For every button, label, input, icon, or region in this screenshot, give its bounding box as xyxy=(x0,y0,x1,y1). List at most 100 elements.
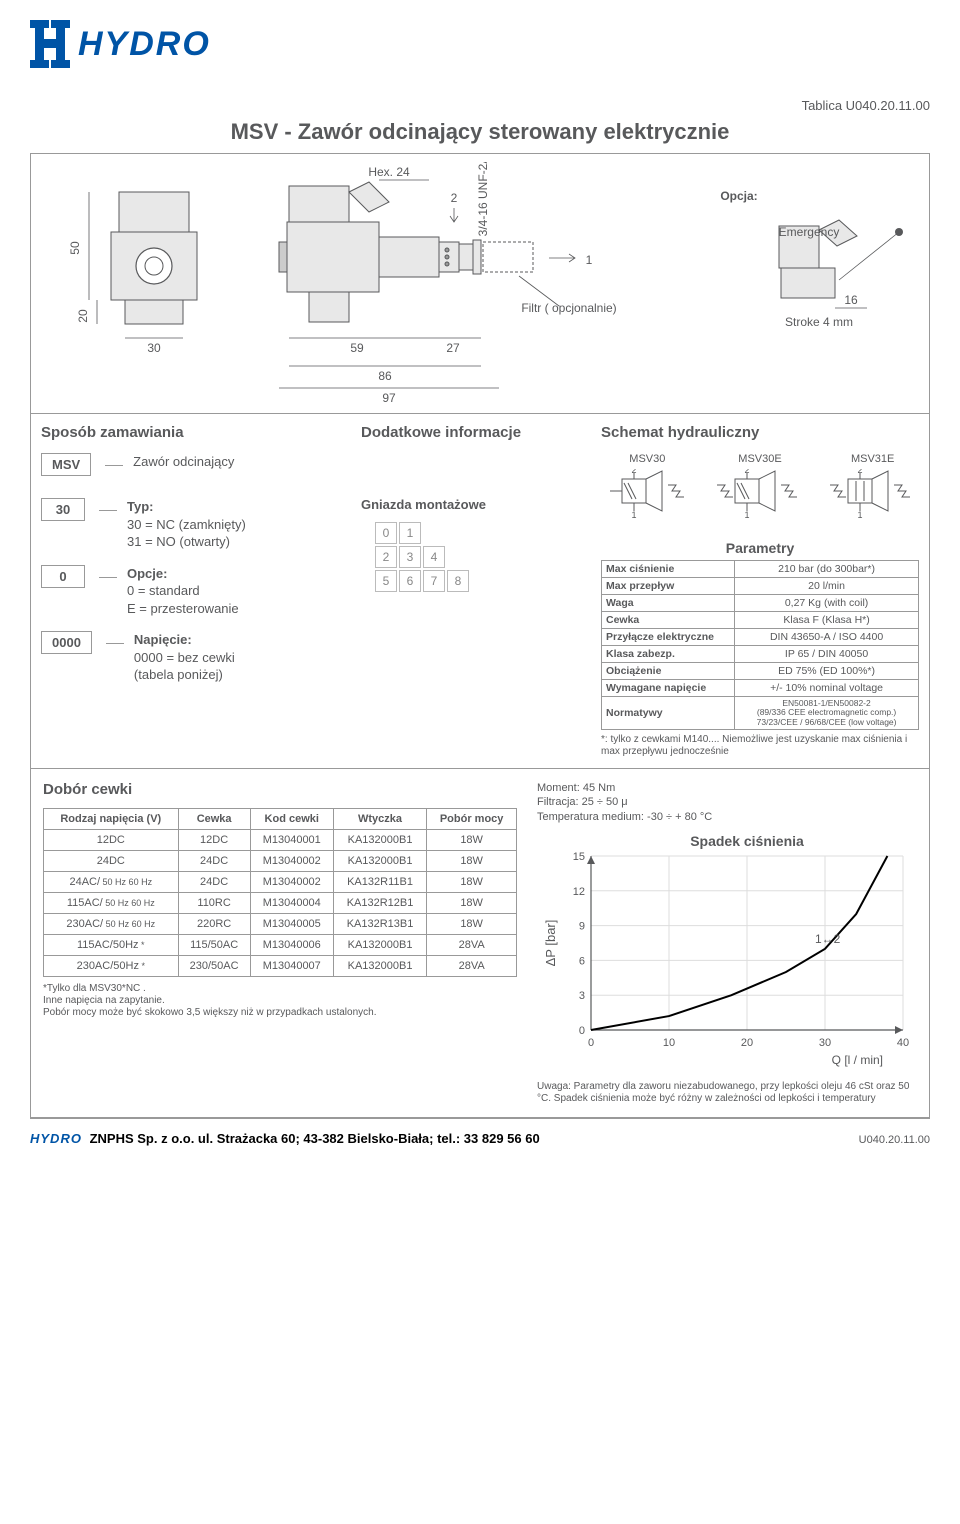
param-val: 210 bar (do 300bar*) xyxy=(735,561,919,578)
coil-cell: 115/50AC xyxy=(178,935,250,956)
meta2: Filtracja: 25 ÷ 50 μ xyxy=(537,795,917,809)
filtr-label: Filtr ( opcjonalnie) xyxy=(521,301,616,315)
coil-cell: KA132R11B1 xyxy=(333,872,426,893)
dim-97: 97 xyxy=(382,391,396,405)
param-key: Klasa zabezp. xyxy=(602,646,735,663)
svg-text:20: 20 xyxy=(741,1037,753,1049)
coil-cell: 230AC/ 50 Hz 60 Hz xyxy=(44,914,179,935)
coil-cell: 18W xyxy=(427,851,517,872)
svg-text:10: 10 xyxy=(663,1037,675,1049)
coil-cell: 28VA xyxy=(427,956,517,977)
mount-cell: 1 xyxy=(399,522,421,544)
coil-cell: 18W xyxy=(427,872,517,893)
param-val: +/- 10% nominal voltage xyxy=(735,680,919,697)
param-title: Parametry xyxy=(601,540,919,556)
info-row: Sposób zamawiania MSV Zawór odcinający 3… xyxy=(31,414,929,769)
svg-text:1: 1 xyxy=(632,510,637,519)
param-key: Max ciśnienie xyxy=(602,561,735,578)
param-val: ED 75% (ED 100%*) xyxy=(735,663,919,680)
svg-text:30: 30 xyxy=(819,1037,831,1049)
param-key: Cewka xyxy=(602,612,735,629)
logo: HYDRO xyxy=(30,20,930,68)
sch-v3: MSV31E xyxy=(826,453,919,465)
mount-cell xyxy=(447,522,469,544)
coil-cell: 24DC xyxy=(178,872,250,893)
meta3: Temperatura medium: -30 ÷ + 80 °C xyxy=(537,810,917,824)
coil-cell: KA132000B1 xyxy=(333,956,426,977)
schematic-head: Schemat hydrauliczny xyxy=(601,424,919,441)
param-table: Max ciśnienie210 bar (do 300bar*)Max prz… xyxy=(601,560,919,730)
footer: HYDRO ZNPHS Sp. z o.o. ul. Strażacka 60;… xyxy=(30,1131,930,1146)
coil-cell: M13040004 xyxy=(250,893,333,914)
coil-cell: 110RC xyxy=(178,893,250,914)
opc-label: Opcje: xyxy=(127,565,340,583)
footer-brand: HYDRO xyxy=(30,1131,82,1146)
coil-cell: KA132000B1 xyxy=(333,830,426,851)
mount-cell: 5 xyxy=(375,570,397,592)
msv-desc: Zawór odcinający xyxy=(133,453,340,471)
logo-mark xyxy=(30,20,72,68)
coil-table: Rodzaj napięcia (V)CewkaKod cewkiWtyczka… xyxy=(43,808,517,977)
code-msv: MSV xyxy=(41,453,91,476)
coil-cell: 115AC/50Hz * xyxy=(44,935,179,956)
sch-v1: MSV30 xyxy=(601,453,694,465)
mount-cell: 3 xyxy=(399,546,421,568)
info-head: Dodatkowe informacje xyxy=(361,424,580,441)
port1: 1 xyxy=(586,253,593,267)
param-val: Klasa F (Klasa H*) xyxy=(735,612,919,629)
svg-text:12: 12 xyxy=(573,886,585,898)
logo-text: HYDRO xyxy=(78,25,211,64)
svg-text:1: 1 xyxy=(857,510,862,519)
svg-text:9: 9 xyxy=(579,921,585,933)
dim-16: 16 xyxy=(844,293,858,307)
coil-cell: 18W xyxy=(427,830,517,851)
coil-header: Pobór mocy xyxy=(427,809,517,830)
svg-text:40: 40 xyxy=(897,1037,909,1049)
nap2: (tabela poniżej) xyxy=(134,666,340,684)
opc1: 0 = standard xyxy=(127,582,340,600)
svg-text:2: 2 xyxy=(744,469,749,475)
sch-sym-1: 21 xyxy=(602,469,692,519)
hex-label: Hex. 24 xyxy=(368,165,410,179)
coil-cell: KA132R12B1 xyxy=(333,893,426,914)
main-frame: 50 20 30 xyxy=(30,153,930,1119)
svg-text:15: 15 xyxy=(573,851,585,863)
svg-text:6: 6 xyxy=(579,955,585,967)
code-0: 0 xyxy=(41,565,85,588)
pressure-drop-chart: Spadek ciśnienia036912150102030401↔2ΔP [… xyxy=(537,830,917,1070)
footer-text: ZNPHS Sp. z o.o. ul. Strażacka 60; 43-38… xyxy=(90,1131,540,1146)
mount-cell: 4 xyxy=(423,546,445,568)
meta1: Moment: 45 Nm xyxy=(537,781,917,795)
coil-header: Cewka xyxy=(178,809,250,830)
typ1: 30 = NC (zamknięty) xyxy=(127,516,340,534)
svg-text:ΔP [bar]: ΔP [bar] xyxy=(543,920,558,967)
sch-sym-3: 21 xyxy=(828,469,918,519)
param-val: DIN 43650-A / ISO 4400 xyxy=(735,629,919,646)
typ2: 31 = NO (otwarty) xyxy=(127,533,340,551)
param-note: *: tylko z cewkami M140.... Niemożliwe j… xyxy=(601,734,919,758)
dim-86: 86 xyxy=(378,369,392,383)
page-title: MSV - Zawór odcinający sterowany elektry… xyxy=(30,119,930,145)
dim-20: 20 xyxy=(76,309,90,323)
param-key: Wymagane napięcie xyxy=(602,680,735,697)
coil-cell: M13040006 xyxy=(250,935,333,956)
footer-code: U040.20.11.00 xyxy=(859,1134,930,1146)
mount-cell: 6 xyxy=(399,570,421,592)
mount-grid: 012345678 xyxy=(361,522,580,592)
svg-text:2: 2 xyxy=(632,469,637,475)
mount-cell: 0 xyxy=(375,522,397,544)
param-val: 20 l/min xyxy=(735,578,919,595)
coil-cell: 18W xyxy=(427,893,517,914)
coil-header: Wtyczka xyxy=(333,809,426,830)
mount-cell xyxy=(447,546,469,568)
svg-text:3: 3 xyxy=(579,990,585,1002)
svg-text:1: 1 xyxy=(744,510,749,519)
nap1: 0000 = bez cewki xyxy=(134,649,340,667)
coil-cell: 24AC/ 50 Hz 60 Hz xyxy=(44,872,179,893)
coil-title: Dobór cewki xyxy=(43,781,517,798)
opc2: E = przesterowanie xyxy=(127,600,340,618)
param-key: Normatywy xyxy=(602,697,735,730)
coil-cell: 24DC xyxy=(44,851,179,872)
ordering-head: Sposób zamawiania xyxy=(41,424,340,441)
coil-cell: 230AC/50Hz * xyxy=(44,956,179,977)
